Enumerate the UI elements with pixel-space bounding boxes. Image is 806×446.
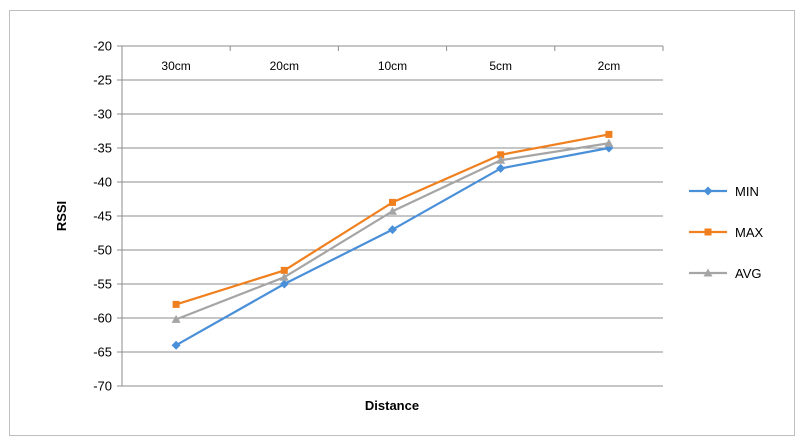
data-point-min xyxy=(388,225,397,235)
data-point-max xyxy=(605,130,613,138)
x-tick-label: 30cm xyxy=(161,59,190,73)
data-point-avg xyxy=(496,155,506,164)
y-tick-label: -30 xyxy=(93,107,112,122)
series-min xyxy=(171,143,614,350)
y-tick-labels: -70 -65 -60 -55 -50 -45 -40 -35 -30 -25 -20 xyxy=(93,39,112,394)
legend-item-min: MIN xyxy=(689,184,759,199)
legend-label-avg: AVG xyxy=(735,266,762,281)
legend-label-max: MAX xyxy=(735,225,764,240)
x-tick-label: 20cm xyxy=(270,59,299,73)
series-lines xyxy=(171,130,614,350)
legend-marker-avg xyxy=(703,268,713,277)
legend: MIN MAX AVG xyxy=(689,184,764,281)
series-line-min xyxy=(175,146,610,347)
y-tick-label: -35 xyxy=(93,141,112,156)
data-point-avg xyxy=(171,314,181,323)
y-tick-label: -70 xyxy=(93,379,112,394)
y-tick-label: -25 xyxy=(93,73,112,88)
x-tick-label: 5cm xyxy=(489,59,512,73)
series-avg xyxy=(171,138,614,323)
data-point-max xyxy=(172,300,180,308)
x-axis-title: Distance xyxy=(365,398,419,413)
data-point-max xyxy=(389,198,396,206)
data-point-min xyxy=(496,163,506,173)
gridlines xyxy=(117,45,664,387)
data-point-avg xyxy=(388,206,397,215)
data-point-avg xyxy=(604,138,614,147)
data-point-min xyxy=(279,279,289,289)
y-tick-label: -55 xyxy=(93,277,112,292)
y-tick-label: -65 xyxy=(93,345,112,360)
data-point-avg xyxy=(279,272,289,281)
y-tick-label: -45 xyxy=(93,209,112,224)
legend-marker-max xyxy=(704,228,712,236)
y-tick-label: -20 xyxy=(93,39,112,54)
y-axis-title: RSSI xyxy=(54,201,69,231)
legend-item-max: MAX xyxy=(689,225,764,240)
data-point-max xyxy=(280,266,288,274)
x-tick-labels: 30cm 20cm 10cm 5cm 2cm xyxy=(161,59,620,73)
x-tick-label: 10cm xyxy=(378,59,407,73)
y-tick-label: -60 xyxy=(93,311,112,326)
data-point-max xyxy=(497,151,505,159)
legend-marker-min xyxy=(703,186,713,196)
legend-item-avg: AVG xyxy=(689,266,762,281)
y-tick-label: -50 xyxy=(93,243,112,258)
x-tick-label: 2cm xyxy=(598,59,621,73)
series-max xyxy=(172,130,613,308)
legend-label-min: MIN xyxy=(735,184,759,199)
y-tick-label: -40 xyxy=(93,175,112,190)
data-point-min xyxy=(171,340,181,350)
